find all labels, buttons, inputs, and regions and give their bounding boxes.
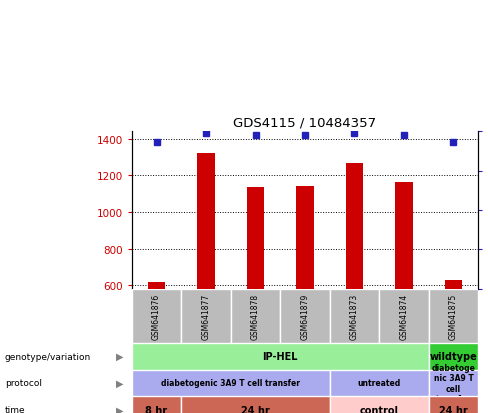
Text: ▶: ▶ bbox=[116, 378, 123, 388]
Bar bbox=[148, 283, 165, 289]
Bar bbox=[247, 188, 264, 289]
Bar bbox=[197, 153, 215, 289]
Bar bbox=[296, 187, 314, 289]
Text: 24 hr: 24 hr bbox=[241, 405, 270, 413]
Text: IP-HEL: IP-HEL bbox=[263, 351, 298, 361]
Bar bbox=[132, 289, 181, 343]
Bar bbox=[132, 343, 429, 370]
Bar bbox=[395, 183, 413, 289]
Bar bbox=[181, 289, 231, 343]
Bar bbox=[346, 163, 363, 289]
Text: diabetogenic 3A9 T cell transfer: diabetogenic 3A9 T cell transfer bbox=[161, 379, 300, 387]
Text: 24 hr: 24 hr bbox=[439, 405, 468, 413]
Text: time: time bbox=[5, 406, 25, 413]
Text: ▶: ▶ bbox=[116, 405, 123, 413]
Bar bbox=[181, 396, 330, 413]
Text: GSM641874: GSM641874 bbox=[400, 293, 408, 339]
Text: GSM641877: GSM641877 bbox=[202, 293, 210, 339]
Bar bbox=[429, 289, 478, 343]
Text: protocol: protocol bbox=[5, 379, 42, 387]
Bar bbox=[330, 396, 429, 413]
Bar bbox=[429, 343, 478, 370]
Bar bbox=[330, 289, 379, 343]
Title: GDS4115 / 10484357: GDS4115 / 10484357 bbox=[233, 116, 377, 130]
Text: ▶: ▶ bbox=[116, 351, 123, 361]
Bar bbox=[330, 370, 429, 396]
Text: control: control bbox=[360, 405, 399, 413]
Text: diabetoge
nic 3A9 T
cell
transfer: diabetoge nic 3A9 T cell transfer bbox=[431, 363, 475, 403]
Bar bbox=[132, 396, 181, 413]
Bar bbox=[280, 289, 330, 343]
Text: GSM641873: GSM641873 bbox=[350, 293, 359, 339]
Text: GSM641878: GSM641878 bbox=[251, 293, 260, 339]
Text: genotype/variation: genotype/variation bbox=[5, 352, 91, 361]
Text: 8 hr: 8 hr bbox=[145, 405, 167, 413]
Bar bbox=[379, 289, 429, 343]
Text: GSM641876: GSM641876 bbox=[152, 293, 161, 339]
Bar bbox=[132, 370, 330, 396]
Text: GSM641879: GSM641879 bbox=[301, 293, 309, 339]
Text: untreated: untreated bbox=[358, 379, 401, 387]
Text: GSM641875: GSM641875 bbox=[449, 293, 458, 339]
Bar bbox=[429, 396, 478, 413]
Bar bbox=[445, 280, 462, 289]
Text: wildtype: wildtype bbox=[429, 351, 477, 361]
Bar bbox=[231, 289, 280, 343]
Bar bbox=[429, 370, 478, 396]
